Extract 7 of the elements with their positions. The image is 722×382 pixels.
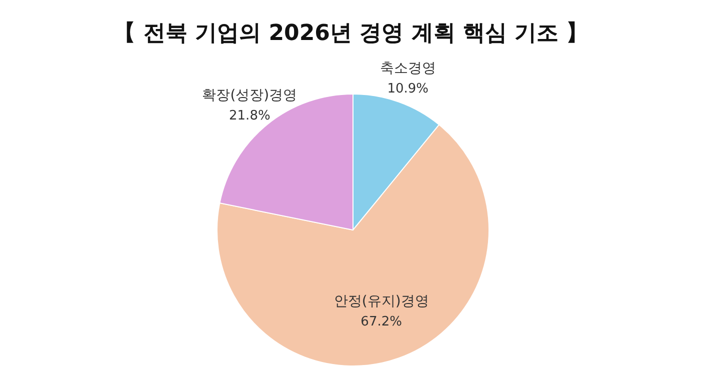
data-label: 67.2% [360, 314, 402, 330]
chart-title: 【 전북 기업의 2026년 경영 계획 핵심 기조 】 [114, 21, 588, 46]
slice-label: 확장(성장)경영 [202, 88, 298, 104]
slice-label: 축소경영 [380, 60, 436, 76]
data-label: 10.9% [387, 81, 429, 96]
data-label: 21.8% [229, 108, 270, 124]
slice-label: 안정(유지)경영 [334, 293, 429, 310]
